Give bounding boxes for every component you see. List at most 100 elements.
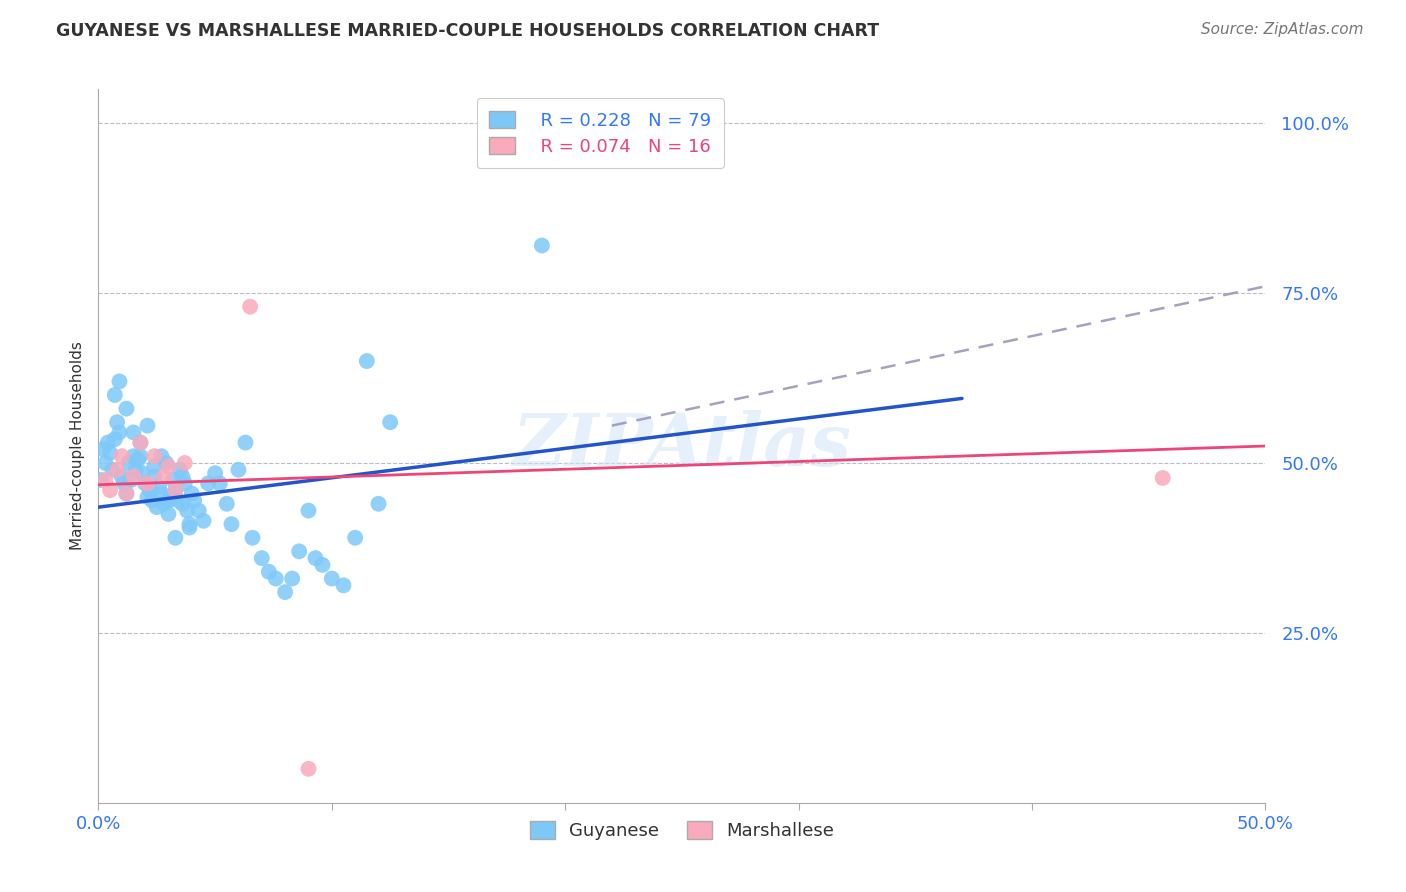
Point (297, 762, 319, 776)
Point (108, 425, 131, 440)
Point (311, 558, 333, 572)
Text: ZIPAtlas: ZIPAtlas (513, 410, 851, 482)
Point (115, 486, 138, 500)
Point (97, 435, 120, 450)
Point (173, 476, 195, 491)
Point (197, 476, 219, 491)
Point (146, 500, 169, 515)
Point (122, 469, 145, 483)
Point (115, 401, 138, 416)
Point (104, 388, 127, 402)
Point (264, 572, 287, 586)
Point (111, 469, 134, 483)
Point (91, 442, 114, 457)
Point (183, 493, 205, 508)
Point (152, 469, 174, 483)
Point (122, 425, 145, 440)
Point (98, 483, 121, 498)
Point (136, 418, 159, 433)
Point (98, 446, 121, 460)
Point (165, 483, 187, 498)
Point (157, 507, 180, 521)
Point (148, 480, 170, 494)
Point (122, 449, 145, 463)
Point (129, 435, 152, 450)
Point (176, 503, 198, 517)
Point (204, 466, 226, 480)
Point (118, 456, 141, 470)
Point (129, 435, 152, 450)
Y-axis label: Married-couple Households: Married-couple Households (69, 342, 84, 550)
Point (332, 578, 354, 592)
Point (172, 497, 194, 511)
Point (179, 517, 201, 532)
Point (187, 503, 209, 517)
Point (120, 473, 142, 487)
Point (150, 486, 173, 500)
Point (165, 483, 187, 498)
Point (136, 476, 159, 491)
Point (127, 452, 149, 467)
Point (139, 483, 162, 498)
Point (380, 415, 402, 429)
Point (165, 531, 187, 545)
Point (215, 497, 238, 511)
Point (105, 415, 128, 429)
Point (173, 456, 195, 470)
Point (143, 459, 166, 474)
Point (112, 476, 135, 491)
Point (297, 503, 319, 517)
Point (143, 469, 166, 483)
Point (132, 466, 155, 480)
Point (159, 490, 181, 504)
Point (115, 486, 138, 500)
Point (239, 300, 262, 314)
Point (169, 463, 191, 477)
Text: Source: ZipAtlas.com: Source: ZipAtlas.com (1201, 22, 1364, 37)
Point (143, 449, 166, 463)
Point (344, 531, 367, 545)
Point (101, 463, 124, 477)
Point (111, 449, 134, 463)
Point (152, 497, 174, 511)
Point (281, 572, 304, 586)
Point (356, 354, 378, 368)
Point (108, 375, 131, 389)
Point (157, 493, 180, 508)
Point (179, 520, 201, 534)
Point (274, 585, 297, 599)
Point (94, 473, 117, 487)
Point (208, 476, 231, 491)
Point (193, 514, 215, 528)
Point (250, 551, 273, 566)
Point (221, 517, 243, 532)
Point (105, 463, 128, 477)
Point (162, 473, 184, 487)
Point (134, 476, 156, 491)
Point (129, 449, 152, 463)
Point (150, 449, 173, 463)
Point (235, 435, 257, 450)
Point (304, 551, 326, 566)
Text: GUYANESE VS MARSHALLESE MARRIED-COUPLE HOUSEHOLDS CORRELATION CHART: GUYANESE VS MARSHALLESE MARRIED-COUPLE H… (56, 22, 879, 40)
Point (228, 463, 250, 477)
Point (288, 544, 311, 558)
Point (321, 572, 343, 586)
Point (155, 456, 177, 470)
Point (104, 432, 127, 446)
Point (367, 497, 389, 511)
Point (157, 459, 180, 474)
Point (141, 493, 163, 508)
Point (166, 493, 188, 508)
Point (180, 486, 202, 500)
Point (172, 469, 194, 483)
Point (136, 490, 159, 504)
Point (90, 473, 112, 487)
Point (94, 456, 117, 470)
Point (125, 463, 148, 477)
Point (1152, 471, 1174, 485)
Point (242, 531, 264, 545)
Point (530, 238, 553, 252)
Point (257, 565, 280, 579)
Legend: Guyanese, Marshallese: Guyanese, Marshallese (523, 814, 841, 847)
